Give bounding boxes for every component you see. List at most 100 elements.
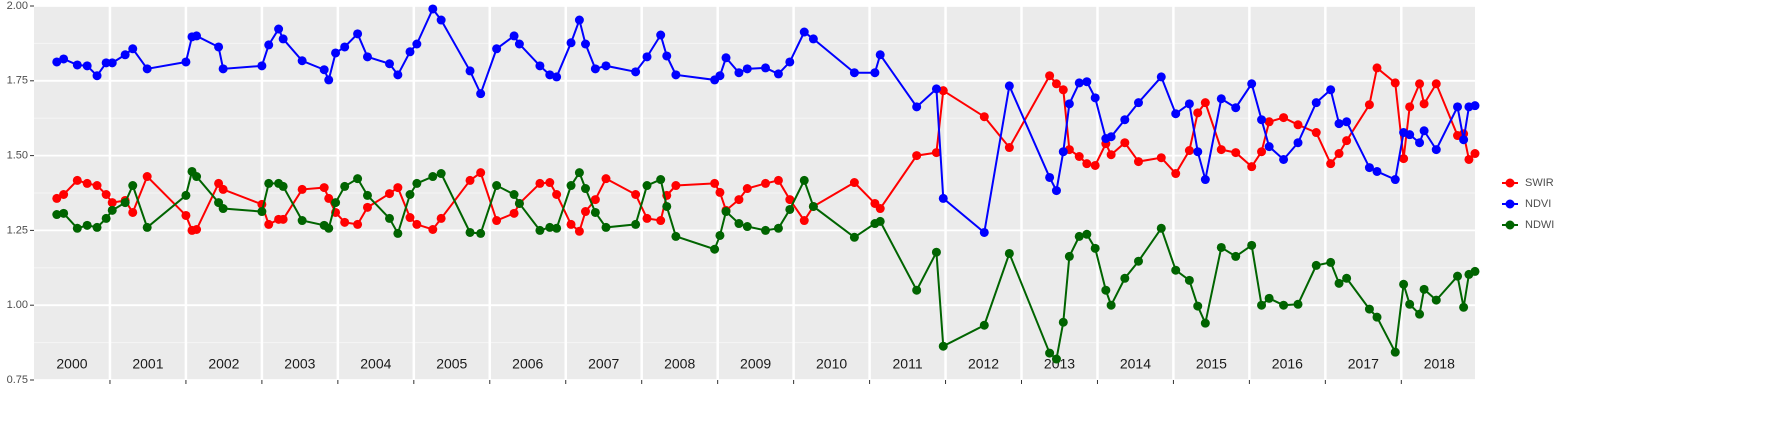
data-point <box>979 112 989 122</box>
data-point <box>436 15 446 25</box>
data-point <box>1470 101 1480 111</box>
data-point <box>1431 295 1441 305</box>
data-point <box>1464 154 1474 164</box>
year-label: 2014 <box>1120 356 1151 372</box>
data-point <box>1415 309 1425 319</box>
data-point <box>509 31 519 41</box>
data-point <box>1431 79 1441 89</box>
data-point <box>808 34 818 44</box>
data-point <box>912 285 922 295</box>
data-point <box>1216 145 1226 155</box>
data-point <box>1257 115 1267 125</box>
data-point <box>715 71 725 81</box>
data-point <box>59 54 69 64</box>
data-point <box>938 341 948 351</box>
data-point <box>1364 163 1374 173</box>
series <box>52 166 1480 364</box>
data-point <box>1311 128 1321 138</box>
data-point <box>799 216 809 226</box>
data-point <box>808 201 818 211</box>
data-point <box>875 216 885 226</box>
year-label: 2005 <box>436 356 467 372</box>
data-point <box>1399 279 1409 289</box>
data-point <box>710 244 720 254</box>
data-point <box>412 178 422 188</box>
data-point <box>631 67 641 77</box>
data-point <box>340 217 350 227</box>
data-point <box>545 70 555 80</box>
data-point <box>428 225 438 235</box>
data-point <box>428 4 438 14</box>
data-point <box>1334 278 1344 288</box>
data-point <box>931 247 941 257</box>
data-point <box>393 70 403 80</box>
data-point <box>1231 251 1241 261</box>
data-point <box>128 44 138 54</box>
year-label: 2015 <box>1196 356 1227 372</box>
data-point <box>1193 147 1203 157</box>
data-point <box>428 172 438 182</box>
data-point <box>1200 318 1210 328</box>
year-label: 2013 <box>1044 356 1075 372</box>
data-point <box>734 68 744 78</box>
data-point <box>52 57 62 67</box>
year-label: 2001 <box>132 356 163 372</box>
data-point <box>1171 109 1181 119</box>
data-point <box>545 178 555 188</box>
data-point <box>393 228 403 238</box>
data-point <box>1051 354 1061 364</box>
data-point <box>1459 302 1469 312</box>
year-label: 2011 <box>893 356 923 372</box>
data-point <box>1058 147 1068 157</box>
data-point <box>734 219 744 229</box>
data-point <box>849 232 859 242</box>
data-point <box>773 223 783 233</box>
data-point <box>535 61 545 71</box>
year-label: 2004 <box>360 356 391 372</box>
data-point <box>1200 98 1210 108</box>
data-point <box>1156 72 1166 82</box>
y-tick-label: 1.50 <box>7 150 28 162</box>
data-point <box>1004 81 1014 91</box>
data-point <box>1156 153 1166 163</box>
year-label: 2007 <box>588 356 619 372</box>
data-point <box>353 29 363 39</box>
data-point <box>662 51 672 61</box>
data-point <box>785 204 795 214</box>
year-label: 2012 <box>968 356 999 372</box>
data-point <box>1334 119 1344 129</box>
data-point <box>324 193 334 203</box>
data-point <box>1390 175 1400 185</box>
data-point <box>590 207 600 217</box>
data-point <box>1064 251 1074 261</box>
year-label: 2018 <box>1424 356 1455 372</box>
data-point <box>465 175 475 185</box>
data-point <box>1470 266 1480 276</box>
data-point <box>1193 108 1203 118</box>
data-point <box>552 72 562 82</box>
year-label: 2008 <box>664 356 695 372</box>
data-point <box>107 205 117 215</box>
data-point <box>535 178 545 188</box>
data-point <box>128 207 138 217</box>
data-point <box>142 222 152 232</box>
data-point <box>492 181 502 191</box>
data-point <box>476 228 486 238</box>
data-point <box>297 56 307 66</box>
y-tick-label: 1.25 <box>7 224 28 236</box>
y-tick-label: 1.75 <box>7 75 28 87</box>
data-point <box>297 216 307 226</box>
data-point <box>580 184 590 194</box>
data-point <box>324 75 334 85</box>
data-point <box>353 219 363 229</box>
data-point <box>761 63 771 73</box>
data-point <box>1257 300 1267 310</box>
data-point <box>192 225 202 235</box>
data-point <box>1342 117 1352 127</box>
data-point <box>107 58 117 68</box>
data-point <box>405 213 415 223</box>
data-point <box>1133 98 1143 108</box>
data-point <box>59 189 69 199</box>
data-point <box>1247 162 1257 172</box>
